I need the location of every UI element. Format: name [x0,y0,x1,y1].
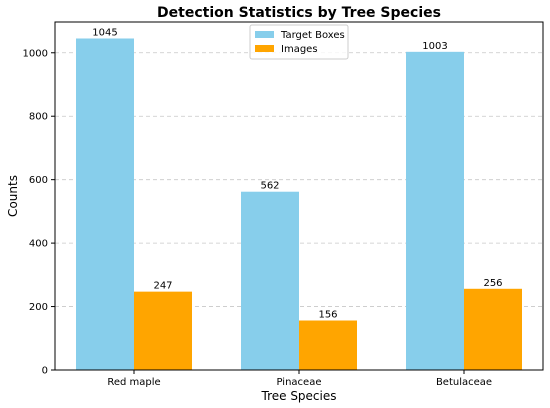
bar-target-boxes [406,51,464,370]
bar-value-label: 1045 [92,27,117,38]
legend-label-target-boxes: Target Boxes [280,30,345,41]
x-tick-label: Betulaceae [436,377,492,388]
data-labels: 1045 247 562 156 1003 256 [92,27,502,320]
y-tick-label: 400 [29,239,48,250]
bar-value-label: 256 [483,278,502,289]
bar-images [134,291,192,370]
bar-target-boxes [241,191,299,370]
bar-images [464,288,522,370]
y-tick-label: 200 [29,302,48,313]
y-tick-label: 600 [29,175,48,186]
legend-swatch-target-boxes [255,31,274,38]
x-axis-ticks: Red maple Pinaceae Betulaceae [107,370,492,388]
bar-value-label: 247 [153,281,172,292]
chart-title: Detection Statistics by Tree Species [157,5,441,21]
y-tick-label: 0 [42,366,48,377]
legend-label-images: Images [281,44,318,55]
y-tick-label: 800 [29,112,48,123]
x-tick-label: Pinaceae [277,377,322,388]
y-tick-label: 1000 [23,48,48,59]
bar-value-label: 156 [318,310,337,321]
y-axis-label: Counts [6,175,20,217]
x-axis-label: Tree Species [261,389,337,403]
bars [76,38,522,370]
legend-swatch-images [255,45,274,52]
bar-images [299,320,357,370]
legend: Target Boxes Images [249,24,349,60]
y-axis-ticks: 0 200 400 600 800 1000 [23,48,55,377]
x-tick-label: Red maple [107,377,160,388]
bar-value-label: 562 [260,181,279,192]
bar-target-boxes [76,38,134,370]
bar-value-label: 1003 [422,41,447,52]
legend-frame [249,24,349,60]
